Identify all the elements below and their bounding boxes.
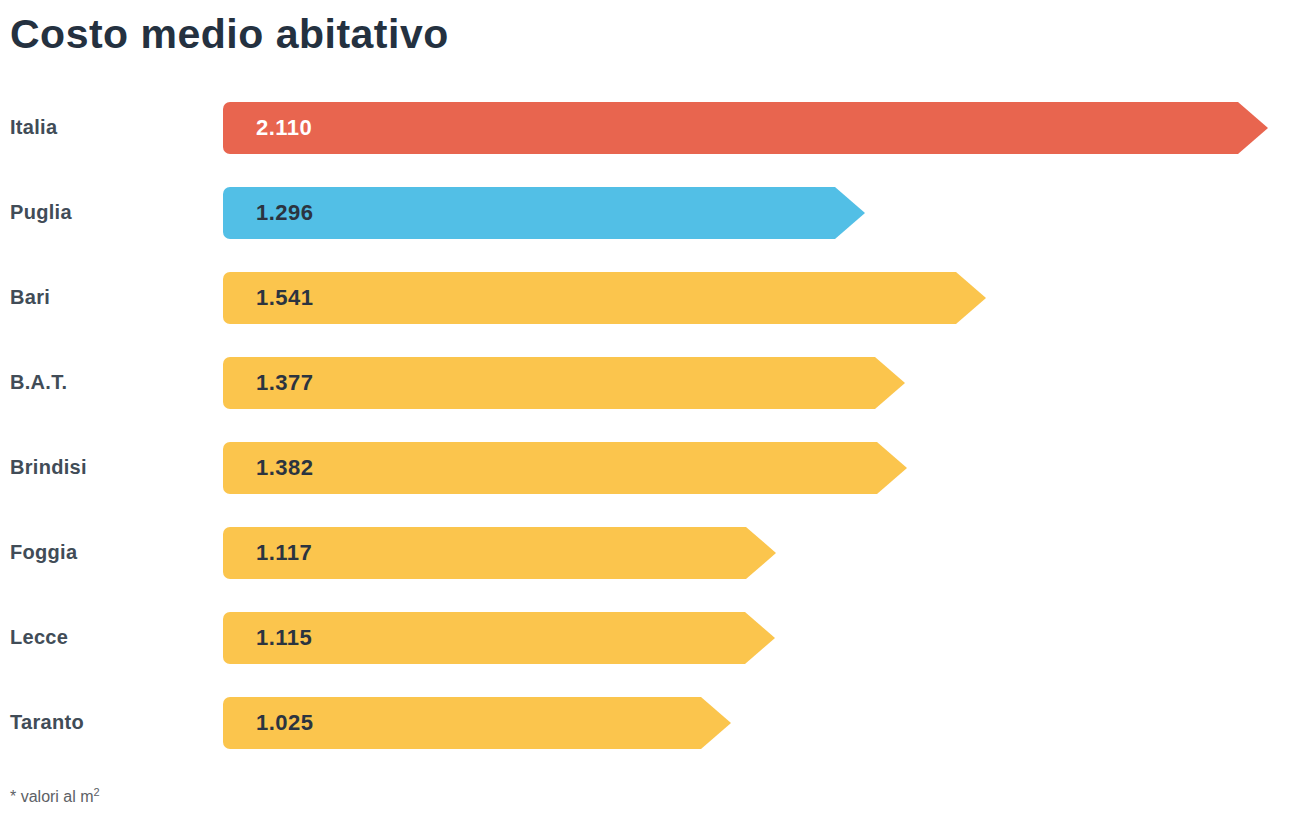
bar: 1.117 xyxy=(223,527,746,579)
chart-title: Costo medio abitativo xyxy=(10,12,449,58)
chart-row: Taranto1.025 xyxy=(0,680,1311,765)
bar-track: 1.377 xyxy=(223,357,1311,409)
footnote-superscript: 2 xyxy=(94,786,100,798)
bar-chart: Italia2.110Puglia1.296Bari1.541B.A.T.1.3… xyxy=(0,85,1311,765)
chart-row: B.A.T.1.377 xyxy=(0,340,1311,425)
bar: 1.296 xyxy=(223,187,835,239)
bar-track: 2.110 xyxy=(223,102,1311,154)
category-label: Puglia xyxy=(0,201,223,224)
category-label: Foggia xyxy=(0,541,223,564)
chart-row: Italia2.110 xyxy=(0,85,1311,170)
bar: 1.541 xyxy=(223,272,956,324)
bar-arrow-tip-icon xyxy=(701,697,731,749)
bar-arrow-tip-icon xyxy=(1238,102,1268,154)
bar-arrow-tip-icon xyxy=(835,187,865,239)
bar-track: 1.541 xyxy=(223,272,1311,324)
bar-arrow-tip-icon xyxy=(745,612,775,664)
category-label: Bari xyxy=(0,286,223,309)
bar-value-label: 1.117 xyxy=(223,540,312,566)
bar-arrow-tip-icon xyxy=(956,272,986,324)
bar-arrow-tip-icon xyxy=(746,527,776,579)
category-label: B.A.T. xyxy=(0,371,223,394)
chart-row: Puglia1.296 xyxy=(0,170,1311,255)
bar: 1.377 xyxy=(223,357,875,409)
category-label: Taranto xyxy=(0,711,223,734)
bar-value-label: 1.296 xyxy=(223,200,314,226)
chart-row: Bari1.541 xyxy=(0,255,1311,340)
category-label: Brindisi xyxy=(0,456,223,479)
bar: 2.110 xyxy=(223,102,1238,154)
footnote-text: * valori al m xyxy=(10,788,94,805)
bar: 1.025 xyxy=(223,697,701,749)
category-label: Lecce xyxy=(0,626,223,649)
bar-value-label: 1.382 xyxy=(223,455,314,481)
footnote: * valori al m2 xyxy=(10,788,100,806)
bar-value-label: 2.110 xyxy=(223,115,312,141)
bar-arrow-tip-icon xyxy=(875,357,905,409)
bar-value-label: 1.115 xyxy=(223,625,312,651)
bar-track: 1.115 xyxy=(223,612,1311,664)
bar-track: 1.025 xyxy=(223,697,1311,749)
chart-row: Foggia1.117 xyxy=(0,510,1311,595)
bar-value-label: 1.541 xyxy=(223,285,314,311)
bar-value-label: 1.377 xyxy=(223,370,314,396)
bar-value-label: 1.025 xyxy=(223,710,314,736)
bar: 1.382 xyxy=(223,442,877,494)
category-label: Italia xyxy=(0,116,223,139)
bar-arrow-tip-icon xyxy=(877,442,907,494)
bar-track: 1.296 xyxy=(223,187,1311,239)
chart-page: Costo medio abitativo Italia2.110Puglia1… xyxy=(0,0,1311,819)
bar-track: 1.117 xyxy=(223,527,1311,579)
chart-row: Lecce1.115 xyxy=(0,595,1311,680)
chart-row: Brindisi1.382 xyxy=(0,425,1311,510)
bar: 1.115 xyxy=(223,612,745,664)
bar-track: 1.382 xyxy=(223,442,1311,494)
